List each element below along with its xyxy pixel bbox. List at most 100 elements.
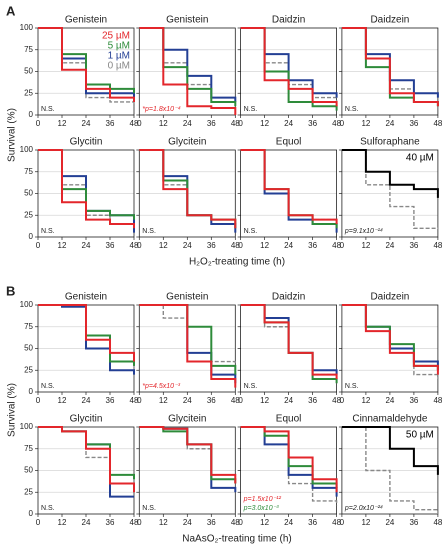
plot-frame xyxy=(138,426,236,515)
plot-frame xyxy=(37,27,135,116)
x-tick-label: 12 xyxy=(58,396,67,405)
x-tick-label: 12 xyxy=(159,396,168,405)
x-tick-label: 0 xyxy=(137,518,142,527)
x-tick-label: 12 xyxy=(58,241,67,250)
chart-title: Genistein xyxy=(166,15,208,26)
x-tick-label: 36 xyxy=(409,396,418,405)
survival-curve xyxy=(139,149,237,229)
plot-frame xyxy=(37,426,135,515)
survival-curve xyxy=(38,304,135,362)
x-tick-label: 36 xyxy=(106,241,115,250)
plot-frame xyxy=(341,27,439,116)
survival-curve xyxy=(139,304,236,379)
x-tick-label: 36 xyxy=(207,241,216,250)
x-tick-label: 12 xyxy=(361,396,370,405)
x-tick-label: 48 xyxy=(231,119,240,128)
x-tick-label: 12 xyxy=(361,119,370,128)
chart-title: Daidzein xyxy=(370,292,409,303)
legend-entry: 25 µM xyxy=(102,31,130,42)
survival-curve xyxy=(240,426,338,493)
x-tick-label: 48 xyxy=(231,396,240,405)
survival-curve xyxy=(38,149,135,229)
panel-label: A xyxy=(6,3,16,18)
x-tick-label: 0 xyxy=(137,241,142,250)
y-tick-label: 75 xyxy=(24,444,33,453)
x-tick-label: 24 xyxy=(385,518,394,527)
plot-frame xyxy=(138,149,236,238)
legend-entry: 0 µM xyxy=(108,61,130,72)
x-tick-label: 24 xyxy=(82,518,91,527)
x-tick-label: 36 xyxy=(106,119,115,128)
annotation: *p=4.5x10⁻³ xyxy=(142,383,180,390)
y-tick-label: 50 xyxy=(24,344,33,353)
y-tick-label: 0 xyxy=(29,509,34,518)
x-tick-label: 48 xyxy=(130,518,139,527)
y-tick-label: 25 xyxy=(24,365,33,374)
x-tick-label: 12 xyxy=(159,518,168,527)
x-tick-label: 48 xyxy=(433,241,442,250)
annotation: N.S. xyxy=(41,383,55,390)
plot-frame xyxy=(138,27,236,116)
y-tick-label: 75 xyxy=(24,322,33,331)
annotation: p=2.0x10⁻²⁴ xyxy=(344,505,383,512)
x-tick-label: 24 xyxy=(284,241,293,250)
survival-curve xyxy=(341,27,439,107)
x-tick-label: 24 xyxy=(284,396,293,405)
y-tick-label: 0 xyxy=(29,232,34,241)
x-tick-label: 24 xyxy=(284,119,293,128)
survival-curve xyxy=(341,426,439,514)
plot-frame xyxy=(240,426,338,515)
x-tick-label: 0 xyxy=(340,396,345,405)
y-tick-label: 100 xyxy=(20,23,34,32)
y-axis-label: Survival (%) xyxy=(7,108,18,162)
legend-entry: 1 µM xyxy=(108,51,130,62)
x-tick-label: 48 xyxy=(130,119,139,128)
survival-curve xyxy=(341,149,439,198)
annotation: p=9.1x10⁻¹⁴ xyxy=(344,228,383,235)
y-tick-label: 25 xyxy=(24,88,33,97)
x-tick-label: 12 xyxy=(159,241,168,250)
x-tick-label: 36 xyxy=(106,396,115,405)
x-tick-label: 36 xyxy=(207,518,216,527)
x-tick-label: 0 xyxy=(238,396,243,405)
survival-curve xyxy=(341,304,439,375)
survival-curve xyxy=(38,426,135,493)
annotation: N.S. xyxy=(345,383,359,390)
x-tick-label: 48 xyxy=(332,241,341,250)
survival-curve xyxy=(240,149,338,224)
y-tick-label: 50 xyxy=(24,189,33,198)
x-tick-label: 0 xyxy=(36,241,41,250)
panel-label: B xyxy=(6,283,15,298)
annotation: N.S. xyxy=(41,228,55,235)
chart-title: Cinnamaldehyde xyxy=(352,414,427,425)
annotation: N.S. xyxy=(244,383,258,390)
annotation: N.S. xyxy=(142,505,156,512)
x-tick-label: 36 xyxy=(308,518,317,527)
plot-frame xyxy=(240,27,338,116)
x-tick-label: 48 xyxy=(231,241,240,250)
survival-curve xyxy=(240,27,338,107)
y-tick-label: 50 xyxy=(24,67,33,76)
annotation: *p=1.8x10⁻⁴ xyxy=(142,106,180,113)
legend-entry: 5 µM xyxy=(108,41,130,52)
chart-title: Glycitein xyxy=(168,137,206,148)
x-tick-label: 48 xyxy=(231,518,240,527)
legend-entry: 40 µM xyxy=(406,153,434,164)
y-tick-label: 25 xyxy=(24,487,33,496)
y-tick-label: 100 xyxy=(20,300,34,309)
y-axis-label: Survival (%) xyxy=(7,383,18,437)
x-tick-label: 36 xyxy=(308,241,317,250)
x-tick-label: 36 xyxy=(409,241,418,250)
x-tick-label: 24 xyxy=(183,241,192,250)
y-tick-label: 100 xyxy=(20,422,34,431)
x-tick-label: 36 xyxy=(409,119,418,128)
annotation: p=3.0x10⁻³ xyxy=(243,505,280,512)
y-tick-label: 75 xyxy=(24,45,33,54)
x-tick-label: 0 xyxy=(238,119,243,128)
x-tick-label: 12 xyxy=(260,518,269,527)
x-axis-label: H₂O₂-treating time (h) xyxy=(189,257,285,268)
plot-frame xyxy=(37,149,135,238)
y-tick-label: 0 xyxy=(29,110,34,119)
x-tick-label: 12 xyxy=(58,119,67,128)
survival-curve xyxy=(38,27,135,107)
